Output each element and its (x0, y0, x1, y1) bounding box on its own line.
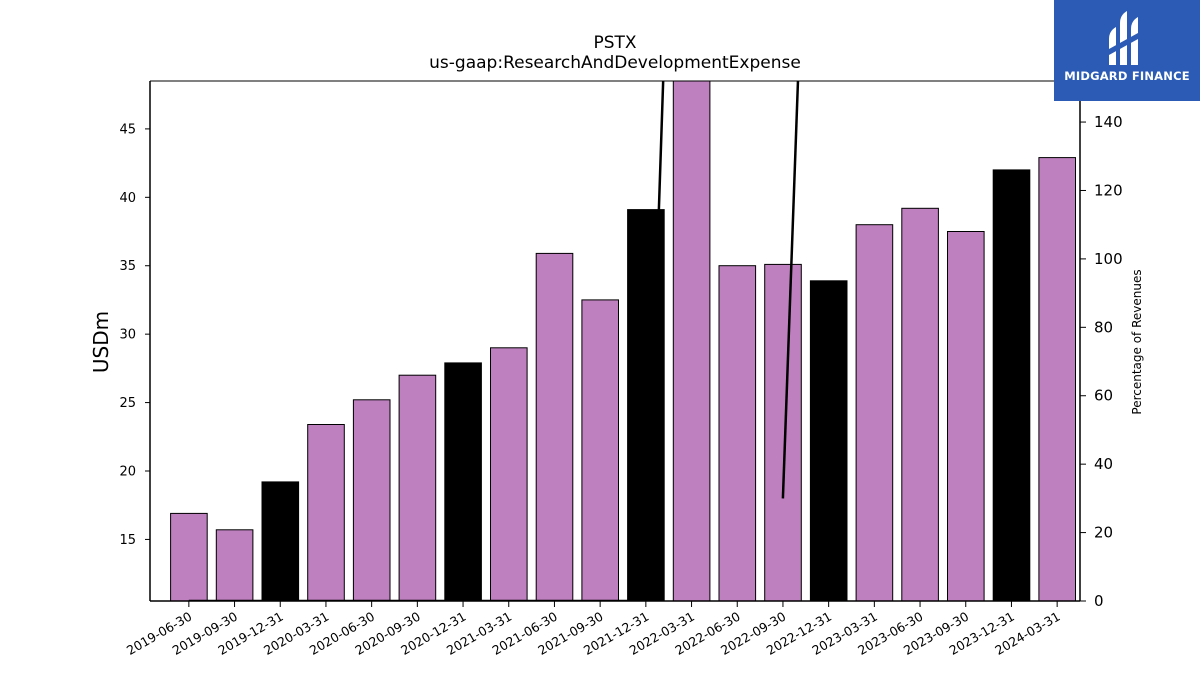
bar-2020-12-31 (444, 362, 482, 602)
y-tick-label: 35 (119, 259, 136, 274)
y2-tick-label: 40 (1094, 455, 1113, 473)
bar-2022-03-31 (672, 80, 711, 602)
bar-2021-03-31 (490, 347, 528, 602)
logo-text: MIDGARD FINANCE (1064, 69, 1190, 83)
bar-2023-03-31 (855, 224, 894, 602)
percentage-line (781, 81, 800, 499)
bars-group (170, 80, 1077, 602)
bar-2019-06-30 (170, 512, 208, 602)
y-tick-label: 20 (119, 465, 136, 480)
bar-2022-06-30 (718, 265, 757, 602)
y-tick-label: 45 (119, 122, 136, 137)
y-tick-label: 15 (119, 533, 136, 548)
chart-title: PSTX (593, 33, 636, 53)
y-tick-label: 30 (119, 328, 136, 343)
y2-axis-label: Percentage of Revenues (1130, 269, 1144, 414)
y2-tick-label: 100 (1094, 250, 1123, 268)
y-tick-label: 25 (119, 396, 136, 411)
bar-2019-12-31 (261, 481, 300, 602)
bar-2022-09-30 (764, 263, 802, 602)
bar-2020-06-30 (352, 399, 391, 602)
y2-tick-label: 140 (1094, 113, 1123, 131)
bar-2021-09-30 (581, 299, 620, 602)
bar-2023-09-30 (947, 231, 985, 602)
y2-tick-label: 0 (1094, 592, 1104, 610)
y2-tick-label: 120 (1094, 181, 1123, 199)
bar-2023-06-30 (901, 207, 939, 602)
chart-subtitle: us-gaap:ResearchAndDevelopmentExpense (429, 53, 801, 73)
bar-2023-12-31 (992, 169, 1031, 602)
bar-2022-12-31 (809, 280, 848, 602)
y2-tick-label: 60 (1094, 387, 1113, 405)
bar-2021-12-31 (627, 209, 665, 602)
logo-mark-icon (1109, 11, 1138, 65)
y-axis-label: USDm (89, 311, 113, 373)
bar-2020-03-31 (307, 424, 345, 602)
bar-2020-09-30 (398, 374, 437, 602)
bar-2021-06-30 (535, 252, 574, 602)
brand-logo: MIDGARD FINANCE (1054, 0, 1200, 101)
percentage-line-group (188, 81, 800, 601)
bar-2019-09-30 (215, 529, 254, 602)
y2-tick-label: 80 (1094, 318, 1113, 336)
bar-2024-03-31 (1038, 157, 1077, 602)
y-tick-label: 40 (119, 191, 136, 206)
y2-tick-label: 20 (1094, 524, 1113, 542)
